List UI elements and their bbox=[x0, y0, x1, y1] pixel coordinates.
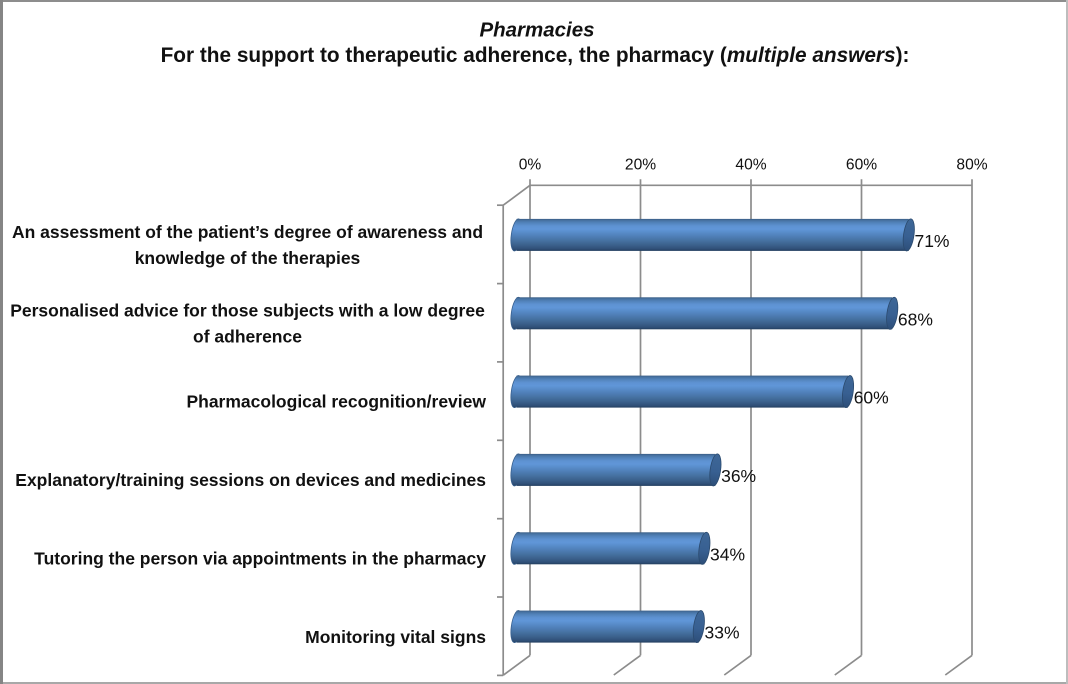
svg-text:Monitoring vital signs: Monitoring vital signs bbox=[305, 627, 486, 647]
svg-text:of adherence: of adherence bbox=[193, 326, 302, 346]
svg-text:68%: 68% bbox=[898, 309, 933, 329]
svg-text:For the support to therapeutic: For the support to therapeutic adherence… bbox=[161, 44, 910, 67]
svg-text:34%: 34% bbox=[710, 544, 745, 564]
svg-text:An assessment of the patient’s: An assessment of the patient’s degree of… bbox=[12, 222, 483, 242]
svg-text:knowledge of the therapies: knowledge of the therapies bbox=[135, 248, 361, 268]
svg-text:20%: 20% bbox=[625, 157, 656, 174]
svg-text:40%: 40% bbox=[735, 157, 766, 174]
svg-text:60%: 60% bbox=[846, 157, 877, 174]
svg-text:Pharmacological recognition/re: Pharmacological recognition/review bbox=[186, 392, 486, 412]
svg-text:Explanatory/training sessions: Explanatory/training sessions on devices… bbox=[15, 470, 486, 490]
svg-text:80%: 80% bbox=[956, 157, 987, 174]
svg-text:36%: 36% bbox=[721, 466, 756, 486]
svg-text:Pharmacies: Pharmacies bbox=[479, 19, 594, 42]
svg-text:71%: 71% bbox=[914, 231, 949, 251]
svg-text:0%: 0% bbox=[519, 157, 542, 174]
svg-text:60%: 60% bbox=[854, 388, 889, 408]
svg-text:Personalised advice for those: Personalised advice for those subjects w… bbox=[10, 300, 485, 320]
svg-text:33%: 33% bbox=[705, 623, 740, 643]
svg-text:Tutoring the person via appoin: Tutoring the person via appointments in … bbox=[34, 548, 486, 568]
